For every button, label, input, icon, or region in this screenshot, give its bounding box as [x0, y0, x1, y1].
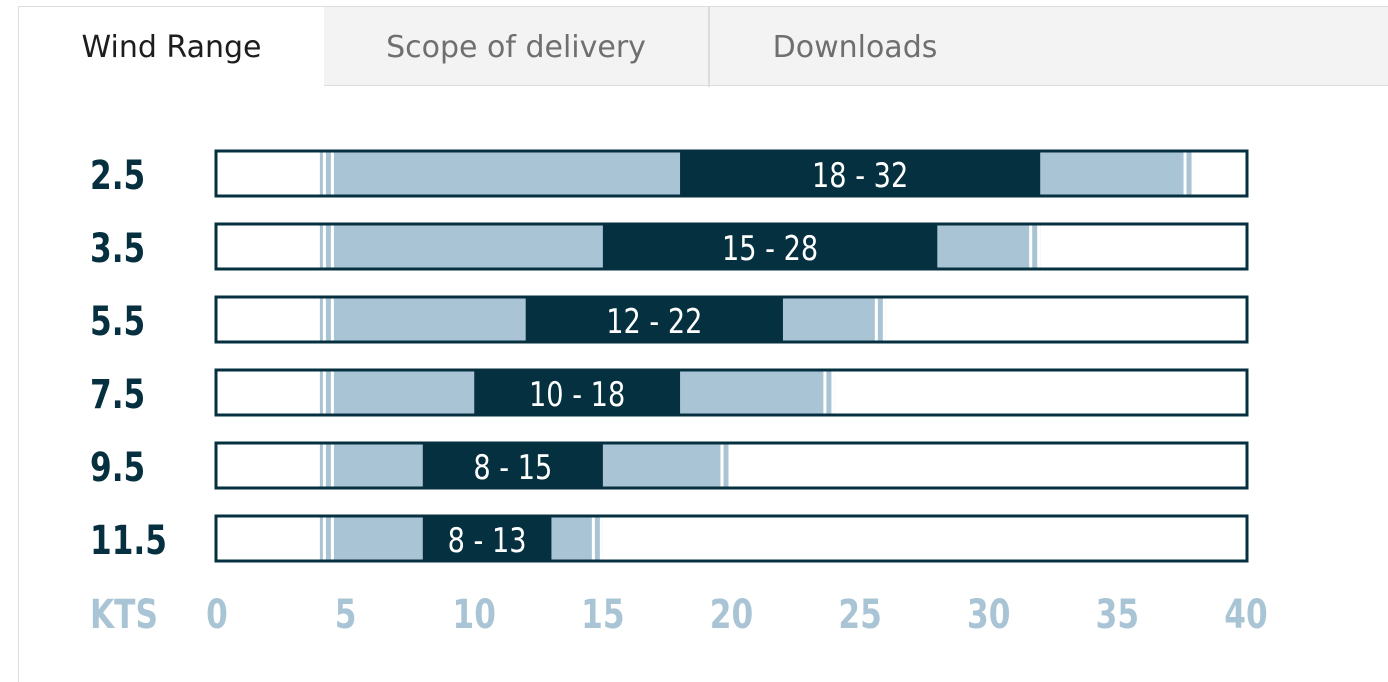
ideal-range-label: 18 - 32: [812, 156, 908, 196]
tab-scope-of-delivery[interactable]: Scope of delivery: [324, 7, 710, 87]
axis-tick-label: 5: [335, 592, 357, 638]
wind-range-panel: [18, 86, 1388, 682]
axis-tick-label: 15: [581, 592, 624, 638]
row-frame: [214, 441, 1249, 490]
tab-downloads[interactable]: Downloads: [772, 29, 938, 65]
range-edge-stripe: [1191, 152, 1195, 195]
ideal-range-label: 10 - 18: [529, 375, 625, 415]
ideal-range-label: 8 - 13: [448, 521, 527, 561]
row-frame: [214, 368, 1249, 417]
axis-tick-label: 35: [1096, 592, 1139, 638]
row-size-label: 9.5: [90, 445, 145, 491]
range-edge-stripe: [882, 298, 886, 341]
row-size-label: 3.5: [90, 226, 145, 272]
row-frame: [214, 295, 1249, 344]
ideal-range-bar: [474, 371, 681, 414]
range-edge-stripe: [874, 298, 878, 341]
ideal-range-bar: [680, 152, 1041, 195]
range-edge-stripe: [322, 517, 326, 560]
range-edge-stripe: [823, 371, 827, 414]
range-edge-stripe: [322, 152, 326, 195]
range-edge-stripe: [330, 298, 334, 341]
ideal-range-label: 15 - 28: [722, 229, 818, 269]
range-edge-stripe: [599, 517, 603, 560]
range-edge-stripe: [330, 517, 334, 560]
range-edge-stripe: [322, 444, 326, 487]
row-frame: [214, 514, 1249, 563]
range-edge-stripe: [322, 298, 326, 341]
axis-tick-label: 30: [967, 592, 1010, 638]
ideal-range-label: 12 - 22: [606, 302, 702, 342]
row-frame: [214, 149, 1249, 198]
tab-wind-range[interactable]: Wind Range: [18, 7, 324, 88]
range-edge-stripe: [322, 225, 326, 268]
range-edge-stripe: [330, 444, 334, 487]
ideal-range-bar: [525, 298, 783, 341]
ideal-range-bar: [602, 225, 938, 268]
row-size-label: 5.5: [90, 299, 145, 345]
row-size-label: 2.5: [90, 153, 145, 199]
range-edge-stripe: [1183, 152, 1187, 195]
range-edge-stripe: [1037, 225, 1041, 268]
range-edge-stripe: [1029, 225, 1033, 268]
range-edge-stripe: [322, 371, 326, 414]
axis-unit-label: KTS: [90, 592, 158, 638]
row-frame: [214, 222, 1249, 271]
ideal-range-bar: [422, 444, 603, 487]
ideal-range-label: 8 - 15: [473, 448, 552, 488]
row-size-label: 11.5: [90, 518, 167, 564]
ideal-range-bar: [422, 517, 552, 560]
range-edge-stripe: [330, 225, 334, 268]
range-edge-stripe: [591, 517, 595, 560]
axis-tick-label: 40: [1224, 592, 1267, 638]
range-edge-stripe: [330, 371, 334, 414]
range-edge-stripe: [831, 371, 835, 414]
range-edge-stripe: [330, 152, 334, 195]
range-edge-stripe: [720, 444, 724, 487]
tab-bar: Wind Range Scope of delivery Downloads: [18, 6, 1388, 88]
axis-tick-label: 25: [838, 592, 881, 638]
axis-tick-label: 0: [206, 592, 228, 638]
row-size-label: 7.5: [90, 372, 145, 418]
axis-tick-label: 10: [453, 592, 496, 638]
range-edge-stripe: [728, 444, 732, 487]
axis-tick-label: 20: [710, 592, 753, 638]
